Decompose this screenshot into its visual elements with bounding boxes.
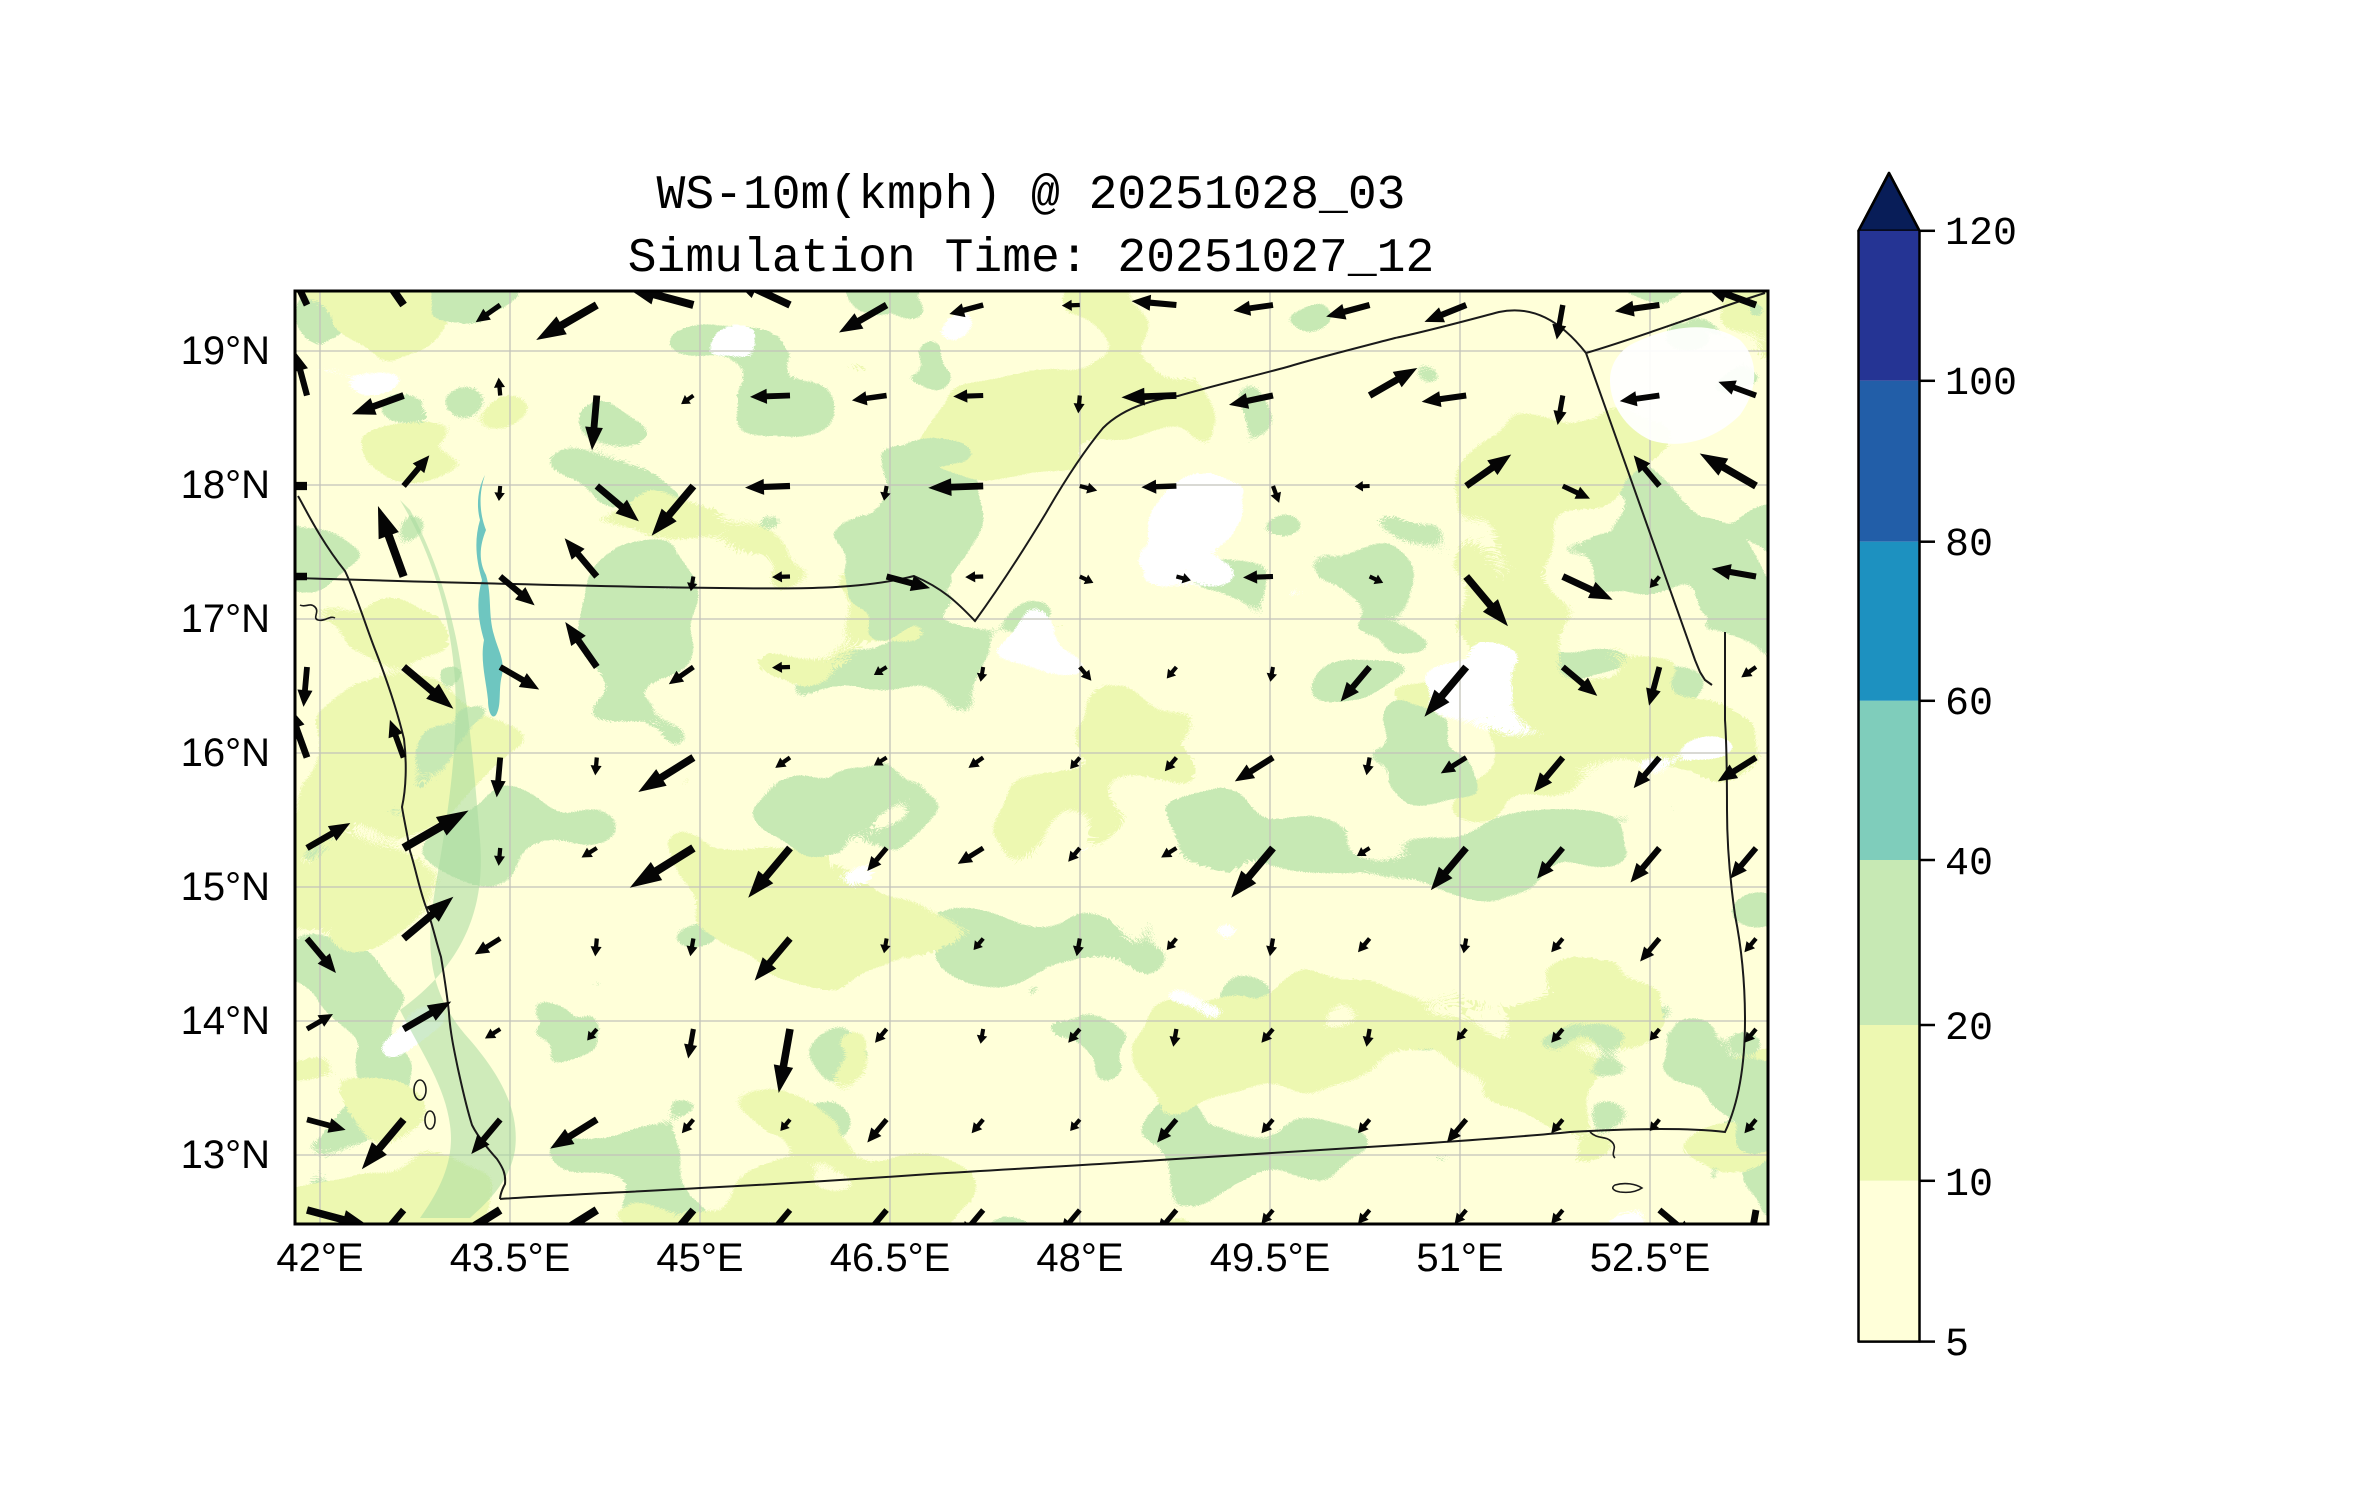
svg-text:Simulation Time: 20251027_12: Simulation Time: 20251027_12: [628, 232, 1435, 286]
svg-text:45°E: 45°E: [656, 1236, 743, 1280]
svg-text:13°N: 13°N: [181, 1133, 270, 1177]
svg-text:52.5°E: 52.5°E: [1590, 1236, 1711, 1280]
svg-text:43.5°E: 43.5°E: [450, 1236, 571, 1280]
svg-text:WS-10m(kmph) @ 20251028_03: WS-10m(kmph) @ 20251028_03: [657, 169, 1406, 223]
svg-text:40: 40: [1945, 842, 1993, 887]
svg-text:100: 100: [1945, 362, 2017, 407]
svg-text:46.5°E: 46.5°E: [830, 1236, 951, 1280]
svg-text:17°N: 17°N: [181, 597, 270, 641]
svg-text:16°N: 16°N: [181, 731, 270, 775]
svg-text:15°N: 15°N: [181, 865, 270, 909]
svg-text:51°E: 51°E: [1416, 1236, 1503, 1280]
svg-text:14°N: 14°N: [181, 999, 270, 1043]
svg-text:18°N: 18°N: [181, 463, 270, 507]
svg-text:48°E: 48°E: [1036, 1236, 1123, 1280]
svg-text:80: 80: [1945, 523, 1993, 568]
svg-text:10: 10: [1945, 1163, 1993, 1208]
svg-text:120: 120: [1945, 212, 2017, 257]
svg-text:49.5°E: 49.5°E: [1210, 1236, 1331, 1280]
svg-text:5: 5: [1945, 1323, 1969, 1368]
svg-text:60: 60: [1945, 682, 1993, 727]
svg-text:42°E: 42°E: [276, 1236, 363, 1280]
svg-text:19°N: 19°N: [181, 329, 270, 373]
svg-text:20: 20: [1945, 1007, 1993, 1052]
